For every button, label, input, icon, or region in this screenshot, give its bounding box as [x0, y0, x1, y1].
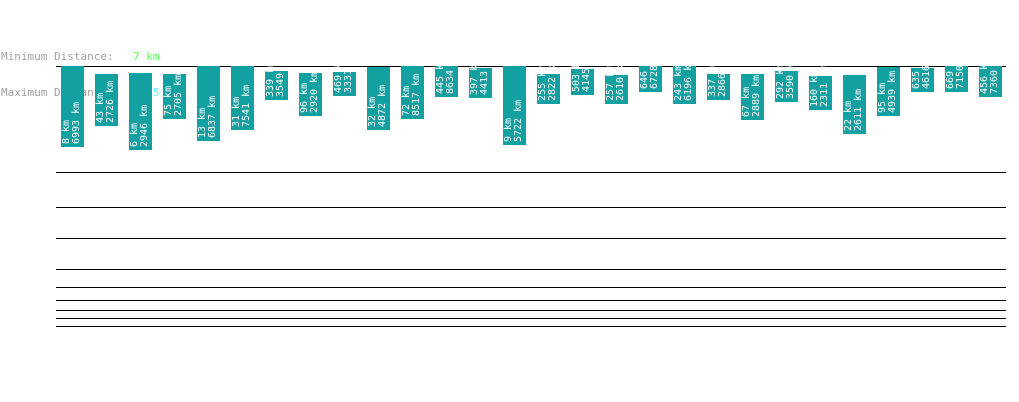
bar-3-low-label: 75 km [163, 86, 174, 116]
bar-7 [299, 73, 322, 116]
bar-1 [95, 74, 118, 126]
bar-4-high-label: 6837 km [207, 96, 218, 138]
bar-24-high-label: 4939 km [887, 71, 898, 113]
bar-2-low-label: 6 km [129, 123, 140, 147]
bar-19-low-label: 337 km [707, 61, 718, 97]
bar-0-high-label: 6993 km [71, 102, 82, 144]
bar-8-low-label: 469 km [333, 57, 344, 93]
bar-5-high-label: 7541 km [241, 85, 252, 127]
bar-10-low-label: 72 km [401, 86, 412, 116]
bar-16-high-label: 2610 km [615, 59, 626, 101]
bar-6-high-label: 3549 km [275, 55, 286, 97]
bar-9-low-label: 32 km [367, 97, 378, 127]
bar-21-low-label: 292 km [775, 63, 786, 99]
bar-20-low-label: 67 km [741, 87, 752, 117]
bar-4-low-label: 13 km [197, 108, 208, 138]
bar-7-low-label: 96 km [299, 83, 310, 113]
bar-15-high-label: 4145 km [581, 50, 592, 92]
bar-2-high-label: 2946 km [139, 105, 150, 147]
bar-1-high-label: 2726 km [105, 81, 116, 123]
bar-11 [435, 66, 458, 97]
bar-14-high-label: 2822 km [547, 59, 558, 101]
bar-20-high-label: 2889 km [751, 75, 762, 117]
bar-13-low-label: 9 km [503, 118, 514, 142]
bar-26 [945, 66, 968, 92]
legend-min-value: 7 km [133, 50, 160, 63]
bar-21-high-label: 3590 km [785, 57, 796, 99]
bar-9-high-label: 4872 km [377, 85, 388, 127]
bar-10-high-label: 8517 km [411, 74, 422, 116]
bar-27-low-label: 456 km [979, 58, 990, 94]
legend-min-row: Minimum Distance: 7 km [1, 51, 179, 63]
bar-22-low-label: 160 km [809, 71, 820, 107]
bar-18-low-label: 243 km [673, 65, 684, 101]
bar-23 [843, 75, 866, 134]
bar-19-high-label: 2866 km [717, 55, 728, 97]
bar-12-low-label: 397 km [469, 59, 480, 95]
bar-11-low-label: 445 km [435, 58, 446, 94]
bar-23-high-label: 2611 km [853, 89, 864, 131]
bar-6 [265, 71, 288, 100]
bar-14-low-label: 255 km [537, 65, 548, 101]
bar-26-low-label: 669 km [945, 53, 956, 89]
bar-17-low-label: 646 km [639, 53, 650, 89]
bar-13-high-label: 5722 km [513, 100, 524, 142]
bar-10 [401, 66, 424, 119]
bar-14 [537, 74, 560, 104]
bar-8-high-label: 3331 km [343, 51, 354, 93]
bar-1-low-label: 43 km [95, 93, 106, 123]
bar-9 [367, 67, 390, 130]
bar-6-low-label: 339 km [265, 61, 276, 97]
bar-20 [741, 74, 764, 120]
bar-12-high-label: 4413 km [479, 53, 490, 95]
bar-22 [809, 76, 832, 110]
bar-5 [231, 66, 254, 130]
bar-15-low-label: 503 km [571, 56, 582, 92]
bar-22-high-label: 2311 km [819, 65, 830, 107]
bar-25 [911, 68, 934, 92]
bar-15 [571, 69, 594, 95]
bar-2 [129, 73, 152, 150]
bar-25-high-label: 4616 km [921, 47, 932, 89]
bar-17 [639, 66, 662, 92]
bar-4 [197, 66, 220, 141]
bar-8 [333, 72, 356, 96]
bar-27-high-label: 7360 km [989, 52, 1000, 94]
bar-0-low-label: 8 km [61, 120, 72, 144]
bar-21 [775, 71, 798, 102]
bar-18 [673, 66, 696, 104]
bar-0 [61, 66, 84, 147]
bar-16-low-label: 257 km [605, 65, 616, 101]
bar-7-high-label: 2920 km [309, 71, 320, 113]
bar-19 [707, 74, 730, 100]
bar-17-high-label: 6728 km [649, 47, 660, 89]
bar-25-low-label: 635 km [911, 53, 922, 89]
bar-13 [503, 66, 526, 145]
bar-27 [979, 66, 1002, 97]
bar-23-low-label: 22 km [843, 101, 854, 131]
bar-24-low-label: 95 km [877, 83, 888, 113]
bar-16 [605, 75, 628, 104]
bar-11-high-label: 8634 km [445, 52, 456, 94]
legend-min-label: Minimum Distance: [1, 50, 114, 63]
bar-26-high-label: 7150 km [955, 47, 966, 89]
bar-24 [877, 67, 900, 116]
bar-5-low-label: 31 km [231, 97, 242, 127]
bar-3 [163, 74, 186, 119]
bar-18-high-label: 6196 km [683, 59, 694, 101]
bar-3-high-label: 2705 km [173, 74, 184, 116]
bar-12 [469, 68, 492, 98]
